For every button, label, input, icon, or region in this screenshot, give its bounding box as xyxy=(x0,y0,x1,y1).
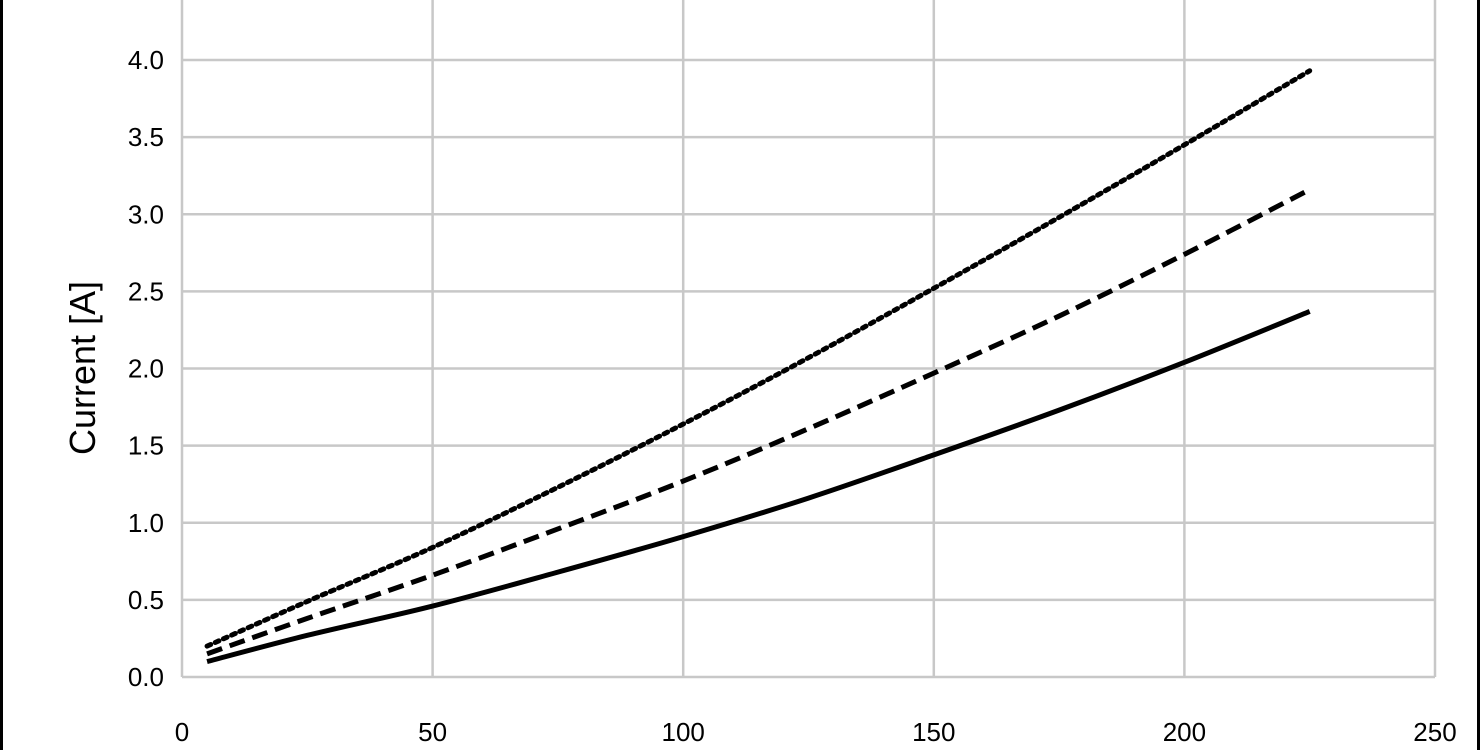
y-tick-label: 3.0 xyxy=(128,199,164,229)
x-tick-label: 150 xyxy=(912,717,955,747)
line-chart: 0.0 0.5 1.0 1.5 2.0 2.5 3.0 3.5 4.0 0 50 100 150 200… xyxy=(62,0,1457,747)
y-tick-label: 0.5 xyxy=(128,585,164,615)
x-tick-label: 250 xyxy=(1413,717,1456,747)
x-tick-label: 50 xyxy=(418,717,447,747)
y-tick-label: 4.0 xyxy=(128,45,164,75)
y-tick-label: 1.0 xyxy=(128,508,164,538)
x-tick-label: 100 xyxy=(662,717,705,747)
x-tick-label: 0 xyxy=(175,717,189,747)
y-tick-label: 3.5 xyxy=(128,122,164,152)
grid-lines xyxy=(180,0,1437,679)
y-tick-label: 2.0 xyxy=(128,354,164,384)
x-axis-ticks: 0 50 100 150 200 250 xyxy=(175,717,1457,747)
data-series xyxy=(204,68,1313,664)
y-tick-label: 1.5 xyxy=(128,431,164,461)
series-line-dotted xyxy=(204,68,1313,649)
x-tick-label: 200 xyxy=(1163,717,1206,747)
y-tick-label: 0.0 xyxy=(128,662,164,692)
series-line-solid xyxy=(206,309,1311,664)
y-tick-label: 2.5 xyxy=(128,276,164,306)
y-axis-title: Current [A] xyxy=(62,281,103,455)
series-line-dashed xyxy=(206,187,1311,657)
y-axis-ticks: 0.0 0.5 1.0 1.5 2.0 2.5 3.0 3.5 4.0 xyxy=(128,45,164,692)
